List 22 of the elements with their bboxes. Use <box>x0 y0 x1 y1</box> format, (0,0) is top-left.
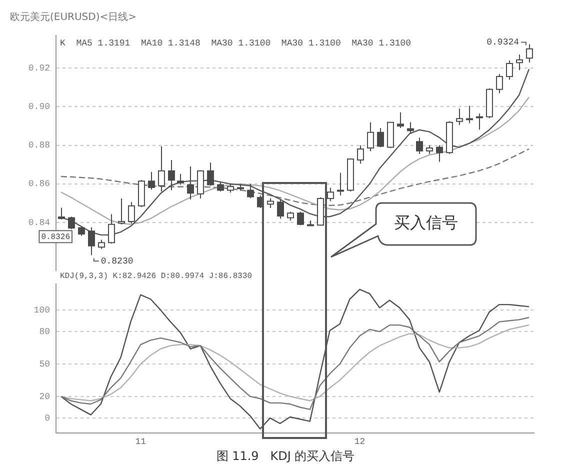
x-tick-label: 11 <box>135 436 146 447</box>
y-tick-label: 0.86 <box>28 179 50 190</box>
chart-subtitle: KDJ(9,3,3) K:82.9426 D:80.9974 J:86.8330 <box>60 272 252 282</box>
chart-subtitle: K MA5 1.3191 MA10 1.3148 MA30 1.3100 MA30 1.3100 MA30 1.3100 <box>60 38 412 48</box>
annotation: 0.9324 <box>486 38 520 48</box>
speech-bubble: 买入信号 <box>330 202 478 258</box>
y-tick-label: 0.88 <box>28 140 50 151</box>
y-tick-label: 100 <box>34 305 50 316</box>
chart-title: 欧元美元(EURUSD)<日线> <box>10 10 137 24</box>
line-series <box>60 148 530 206</box>
y-tick-label: 0 <box>44 413 50 424</box>
annotation: 0.8326 <box>41 232 70 242</box>
annotation: 买入信号 <box>393 213 459 234</box>
annotation: 0.8230 <box>100 256 134 267</box>
caption: 图 11.9 KDJ 的买入信号 <box>215 448 356 465</box>
x-tick-label: 12 <box>354 436 366 447</box>
y-tick-label: 0.84 <box>28 218 50 228</box>
y-tick-label: 0.90 <box>28 102 50 112</box>
y-tick-label: 20 <box>39 392 50 402</box>
y-tick-label: 80 <box>39 326 50 337</box>
y-tick-label: 0.92 <box>28 64 50 74</box>
y-tick-label: 50 <box>39 359 50 370</box>
